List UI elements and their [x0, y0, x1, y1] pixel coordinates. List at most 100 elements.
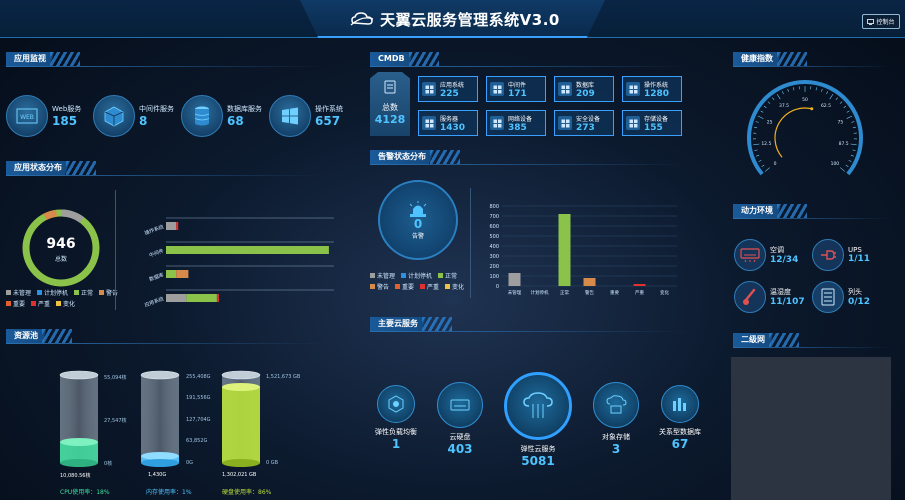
legend-item[interactable]: 变化 — [56, 299, 75, 308]
alert-bar[interactable] — [508, 273, 521, 286]
cloud-logo-icon — [350, 12, 374, 26]
section-title: CMDB — [370, 52, 413, 66]
gauge-tick — [829, 93, 834, 100]
legend-item[interactable]: 警告 — [370, 282, 389, 291]
section-power-env: 动力环境 — [733, 204, 807, 218]
legend-item[interactable]: 重要 — [6, 299, 25, 308]
cmdb-card[interactable]: 安全设备 273 — [554, 110, 614, 136]
cmdb-total-card[interactable]: 总数 4128 — [370, 72, 410, 136]
alert-bar[interactable] — [583, 278, 596, 286]
cloud-label: 弹性云服务 — [520, 445, 556, 453]
resource-usage: 内存使用率：1% — [146, 489, 192, 496]
cmdb-card[interactable]: 服务器 1430 — [418, 110, 478, 136]
decor-stripes — [777, 52, 807, 66]
divider — [370, 66, 690, 67]
cabinet-icon — [812, 281, 844, 313]
legend-item[interactable]: 正常 — [438, 271, 457, 280]
thermometer-icon — [734, 281, 766, 313]
server-icon — [422, 116, 436, 130]
legend-item[interactable]: 重要 — [395, 282, 414, 291]
legend-swatch — [370, 273, 375, 278]
cloud-elb[interactable]: 弹性负载均衡 1 — [368, 385, 424, 451]
gauge-tick — [843, 105, 847, 109]
cmdb-card[interactable]: 网络设备 385 — [486, 110, 546, 136]
cloud-oss[interactable]: 对象存储 3 — [590, 382, 642, 456]
section-secondary-net: 二级网 — [733, 333, 799, 347]
cloud-ecs[interactable]: 弹性云服务 5081 — [500, 372, 576, 468]
gauge-tick-label: 62.5 — [821, 103, 831, 109]
env-air-conditioner[interactable]: 空调 12/34 — [734, 239, 798, 271]
memory-cylinder — [139, 370, 181, 470]
cmdb-card[interactable]: 应用系统 225 — [418, 76, 478, 102]
bar-segment[interactable] — [166, 246, 329, 254]
monitor-os[interactable]: 操作系统 657 — [269, 95, 343, 137]
legend-item[interactable]: 正常 — [74, 288, 93, 297]
divider — [6, 343, 326, 344]
env-value: 12/34 — [770, 255, 799, 265]
monitor-web[interactable]: WEB Web服务 185 — [6, 95, 81, 137]
bar-segment[interactable] — [166, 270, 177, 278]
monitor-database[interactable]: 数据库服务 68 — [181, 95, 262, 137]
legend-item[interactable]: 计划停机 — [37, 288, 68, 297]
bar-label: 数据库 — [148, 271, 165, 283]
env-temperature[interactable]: 温湿度 11/107 — [734, 281, 805, 313]
gauge-tick — [839, 101, 843, 104]
monitor-middleware[interactable]: 中间件服务 8 — [93, 95, 174, 137]
decor-stripes — [408, 52, 439, 66]
section-title: 应用监视 — [6, 52, 54, 66]
gauge-tick — [846, 115, 853, 119]
divider — [733, 66, 893, 67]
donut-total: 946 — [46, 236, 76, 252]
env-column-head[interactable]: 列头 0/12 — [812, 281, 870, 313]
env-ups[interactable]: UPS 1/11 — [812, 239, 870, 271]
legend-label: 计划停机 — [408, 273, 433, 280]
section-title: 应用状态分布 — [6, 161, 70, 175]
cmdb-card[interactable]: 中间件 171 — [486, 76, 546, 102]
axis-label: 127,704G — [186, 417, 211, 423]
cmdb-total-value: 4128 — [374, 113, 406, 126]
legend-item[interactable]: 警告 — [99, 288, 118, 297]
resource-value: 1,430G — [148, 472, 167, 478]
health-gauge: 0 12.5 25 37.5 50 62.5 75 87.5 100 — [747, 80, 863, 176]
cmdb-card[interactable]: 数据库 209 — [554, 76, 614, 102]
title-area: 天翼云服务管理系统V3.0 — [340, 8, 570, 30]
legend-item[interactable]: 未管理 — [370, 271, 395, 280]
legend-item[interactable]: 严重 — [31, 299, 50, 308]
divider — [6, 175, 326, 176]
decor-stripes — [430, 150, 460, 164]
legend-item[interactable]: 未管理 — [6, 288, 31, 297]
legend-label: 正常 — [445, 273, 458, 280]
gauge-tick — [846, 110, 850, 113]
legend-swatch — [445, 284, 451, 289]
gauge-tick — [851, 121, 855, 123]
cloud-disk[interactable]: 云硬盘 403 — [434, 382, 486, 456]
legend-swatch — [420, 284, 426, 289]
section-title: 告警状态分布 — [370, 150, 434, 164]
alert-bar[interactable] — [633, 284, 646, 286]
legend-item[interactable]: 计划停机 — [401, 271, 432, 280]
cmdb-value: 155 — [644, 122, 663, 133]
cmdb-card[interactable]: 存储设备 155 — [622, 110, 682, 136]
cloud-rds[interactable]: 关系型数据库 67 — [652, 385, 708, 451]
alert-bar[interactable] — [558, 214, 571, 286]
bar-segment[interactable] — [166, 222, 177, 230]
bar-segment[interactable] — [186, 294, 217, 302]
alert-bar-chart: 800 700 600 500 400 300 200 100 0 未管理 计划停机 正常 警告 重要 严重… — [489, 204, 677, 296]
bar-segment[interactable] — [176, 270, 189, 278]
legend-label: 严重 — [427, 284, 440, 291]
monitor-icon — [867, 18, 875, 25]
bar-segment[interactable] — [176, 222, 179, 230]
decor-stripes — [777, 204, 807, 218]
console-button[interactable]: 控制台 — [862, 14, 900, 29]
gauge-tick — [852, 149, 856, 151]
bar-segment[interactable] — [166, 294, 187, 302]
bar-label: 应用系统 — [143, 295, 164, 307]
gauge-tick — [756, 154, 760, 157]
y-tick-label: 700 — [489, 214, 499, 220]
gauge-tick-label: 25 — [767, 120, 773, 126]
legend-item[interactable]: 变化 — [445, 282, 464, 291]
cmdb-card[interactable]: 操作系统 1280 — [622, 76, 682, 102]
bar-segment[interactable] — [216, 294, 219, 302]
legend-item[interactable]: 严重 — [420, 282, 439, 291]
legend-label: 警告 — [106, 290, 119, 297]
